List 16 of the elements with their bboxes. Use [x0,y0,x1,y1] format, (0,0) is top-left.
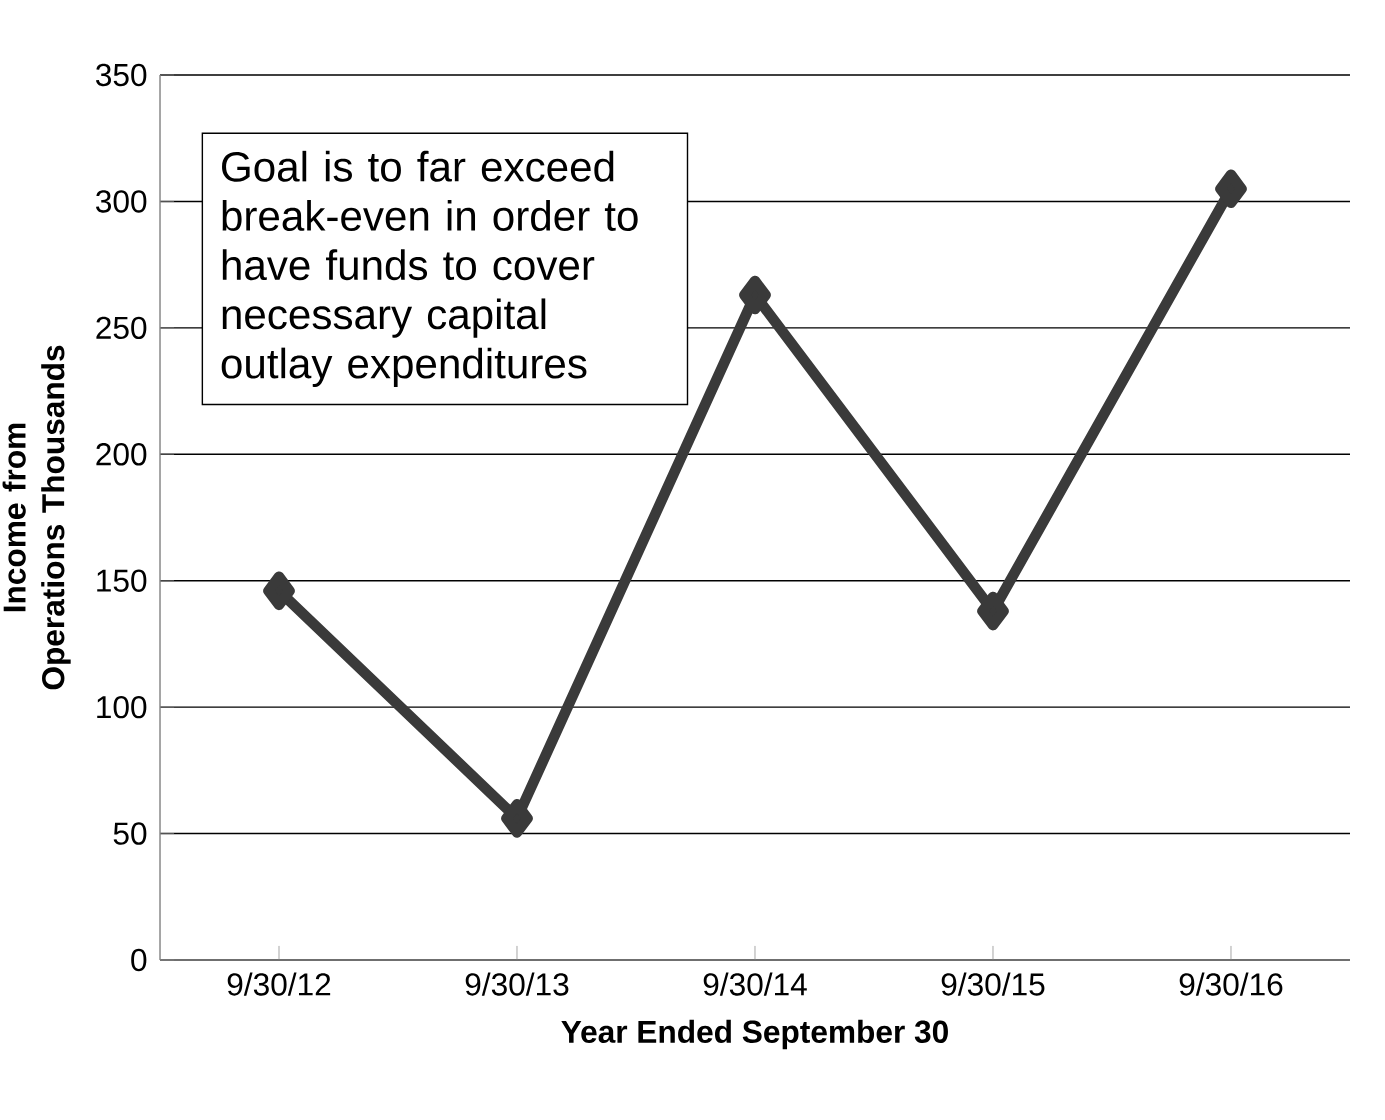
y-tick-label: 50 [113,822,147,845]
y-tick-label: 300 [96,190,147,213]
annotation: Goal is to far exceed break-even in order to have funds to cover necessary capital outlay expenditures [221,150,638,387]
x-tick-label: 9/30/15 [941,972,1045,996]
x-axis-title: Year Ended September 30 [561,1019,948,1050]
x-tick-label: 9/30/14 [703,972,807,996]
y-tick-label: 250 [96,316,147,340]
y-tick-label: 100 [97,695,147,719]
y-tick-label: 350 [96,63,147,87]
y-tick-label: 150 [97,569,147,592]
x-tick-label: 9/30/12 [227,972,331,996]
x-tick-label: 9/30/16 [1179,972,1283,996]
y-tick-label: 0 [131,948,147,972]
y-axis-title: Income from Operations Thousands [2,345,71,690]
x-tick-label: 9/30/13 [465,972,569,996]
y-tick-label: 200 [96,443,147,466]
